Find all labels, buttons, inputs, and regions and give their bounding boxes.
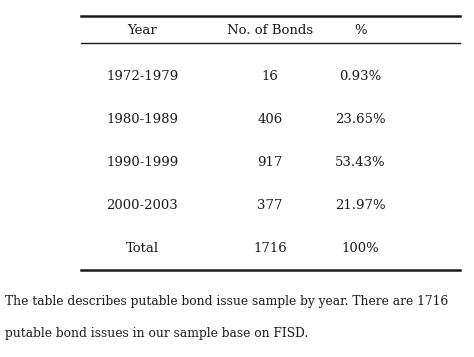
Text: 2000-2003: 2000-2003 [106, 199, 178, 212]
Text: 100%: 100% [341, 242, 379, 255]
Text: 23.65%: 23.65% [335, 113, 385, 126]
Text: No. of Bonds: No. of Bonds [227, 24, 313, 37]
Text: 917: 917 [257, 156, 283, 169]
Text: Year: Year [128, 24, 157, 37]
Text: 1716: 1716 [253, 242, 287, 255]
Text: 16: 16 [262, 70, 279, 83]
Text: 377: 377 [257, 199, 283, 212]
Text: Total: Total [126, 242, 159, 255]
Text: 1990-1999: 1990-1999 [106, 156, 178, 169]
Text: %: % [354, 24, 366, 37]
Text: 0.93%: 0.93% [339, 70, 382, 83]
Text: putable bond issues in our sample base on FISD.: putable bond issues in our sample base o… [5, 327, 308, 340]
Text: 1980-1989: 1980-1989 [106, 113, 178, 126]
Text: 21.97%: 21.97% [335, 199, 385, 212]
Text: 1972-1979: 1972-1979 [106, 70, 178, 83]
Text: 53.43%: 53.43% [335, 156, 385, 169]
Text: 406: 406 [257, 113, 283, 126]
Text: The table describes putable bond issue sample by year. There are 1716: The table describes putable bond issue s… [5, 295, 448, 308]
